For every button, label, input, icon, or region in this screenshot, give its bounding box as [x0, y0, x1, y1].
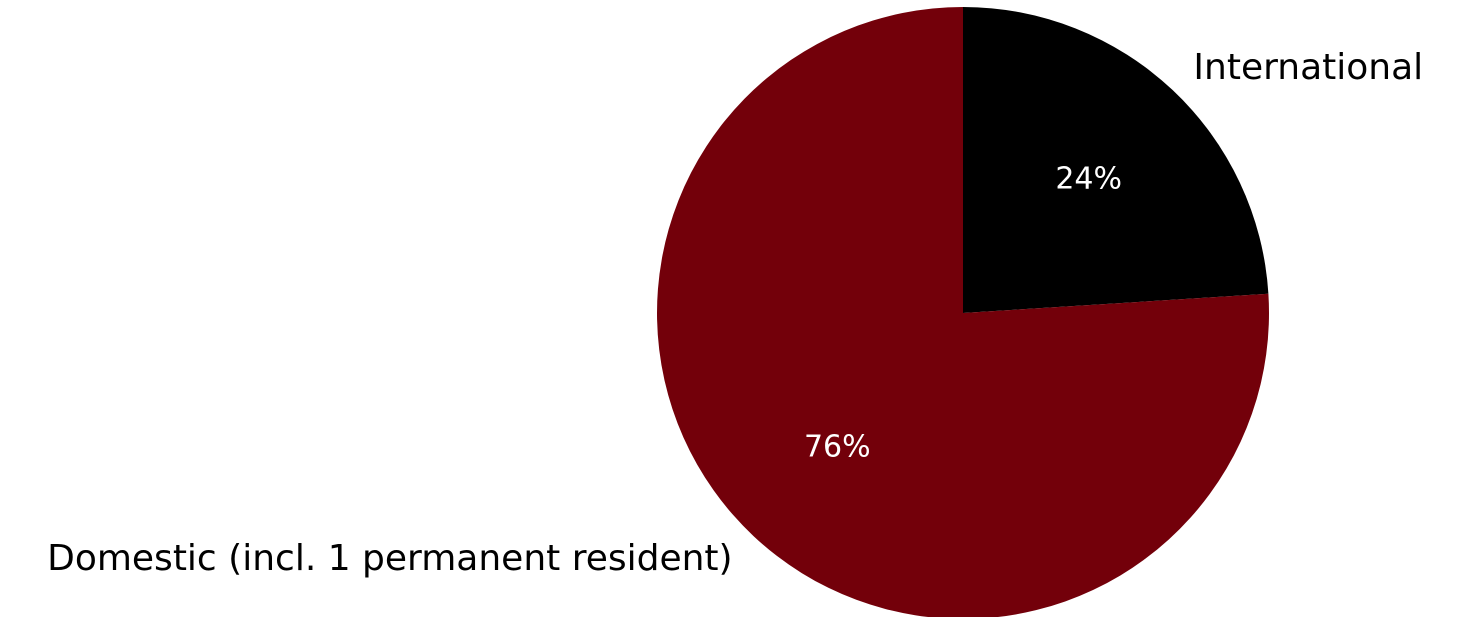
pie-slice-percent-label: 76%	[804, 429, 871, 464]
pie-slice-0	[963, 7, 1269, 313]
pie-slices	[657, 7, 1269, 617]
pie-slice-percent-label: 24%	[1055, 162, 1122, 197]
pie-slice-category-label: Domestic (incl. 1 permanent resident)	[47, 538, 733, 579]
pie-slice-1	[657, 7, 1269, 617]
pie-slice-category-label: International	[1193, 47, 1423, 88]
pie-labels: 24% International 76% Domestic (incl. 1 per…	[47, 47, 1423, 579]
